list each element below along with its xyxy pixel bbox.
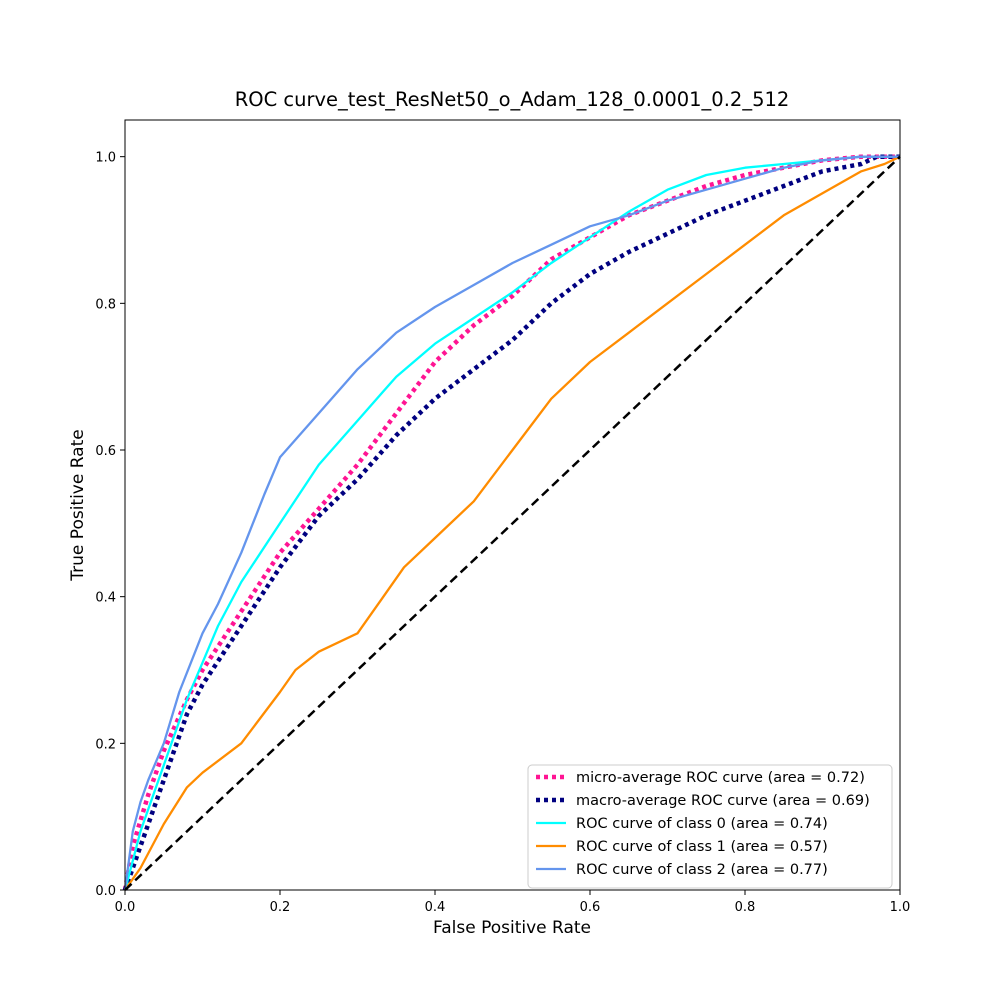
legend: micro-average ROC curve (area = 0.72) mac… bbox=[527, 764, 893, 889]
x-tick-label: 0.6 bbox=[580, 900, 601, 915]
x-tick-label: 0.8 bbox=[735, 900, 756, 915]
x-tick-label: 0.2 bbox=[270, 900, 291, 915]
y-tick-label: 1.0 bbox=[95, 151, 116, 166]
y-tick-label: 0.6 bbox=[95, 444, 116, 459]
chance-diagonal-line bbox=[124, 155, 901, 891]
y-axis-label: True Positive Rate bbox=[68, 429, 88, 581]
series-line-1 bbox=[122, 154, 900, 891]
legend-box bbox=[527, 764, 893, 889]
series-line-3 bbox=[124, 155, 901, 891]
chart-title: ROC curve_test_ResNet50_o_Adam_128_0.000… bbox=[235, 88, 790, 111]
x-axis-label: False Positive Rate bbox=[433, 918, 591, 938]
x-tick-label: 0.4 bbox=[425, 900, 446, 915]
axes-frame bbox=[124, 119, 901, 891]
x-tick-label: 1.0 bbox=[890, 900, 911, 915]
y-tick-label: 0.8 bbox=[95, 297, 116, 312]
y-tick-label: 0.4 bbox=[95, 591, 116, 606]
series-layer bbox=[122, 154, 901, 891]
legend-entry-label: ROC curve of class 1 (area = 0.57) bbox=[576, 839, 828, 855]
x-axis-ticks: 0.0 0.2 0.4 0.6 0.8 1.0 bbox=[115, 890, 911, 915]
legend-entry-label: micro-average ROC curve (area = 0.72) bbox=[576, 770, 865, 786]
series-line-2 bbox=[123, 155, 900, 891]
series-line-0 bbox=[122, 154, 900, 891]
series-line-4 bbox=[123, 155, 900, 891]
y-tick-label: 0.0 bbox=[95, 884, 116, 899]
legend-entry-label: ROC curve of class 2 (area = 0.77) bbox=[576, 862, 828, 878]
y-tick-label: 0.2 bbox=[95, 737, 116, 752]
legend-entry-label: macro-average ROC curve (area = 0.69) bbox=[576, 793, 870, 809]
legend-entry-label: ROC curve of class 0 (area = 0.74) bbox=[576, 816, 828, 832]
y-axis-ticks: 0.0 0.2 0.4 0.6 0.8 1.0 bbox=[95, 151, 125, 899]
x-tick-label: 0.0 bbox=[115, 900, 136, 915]
